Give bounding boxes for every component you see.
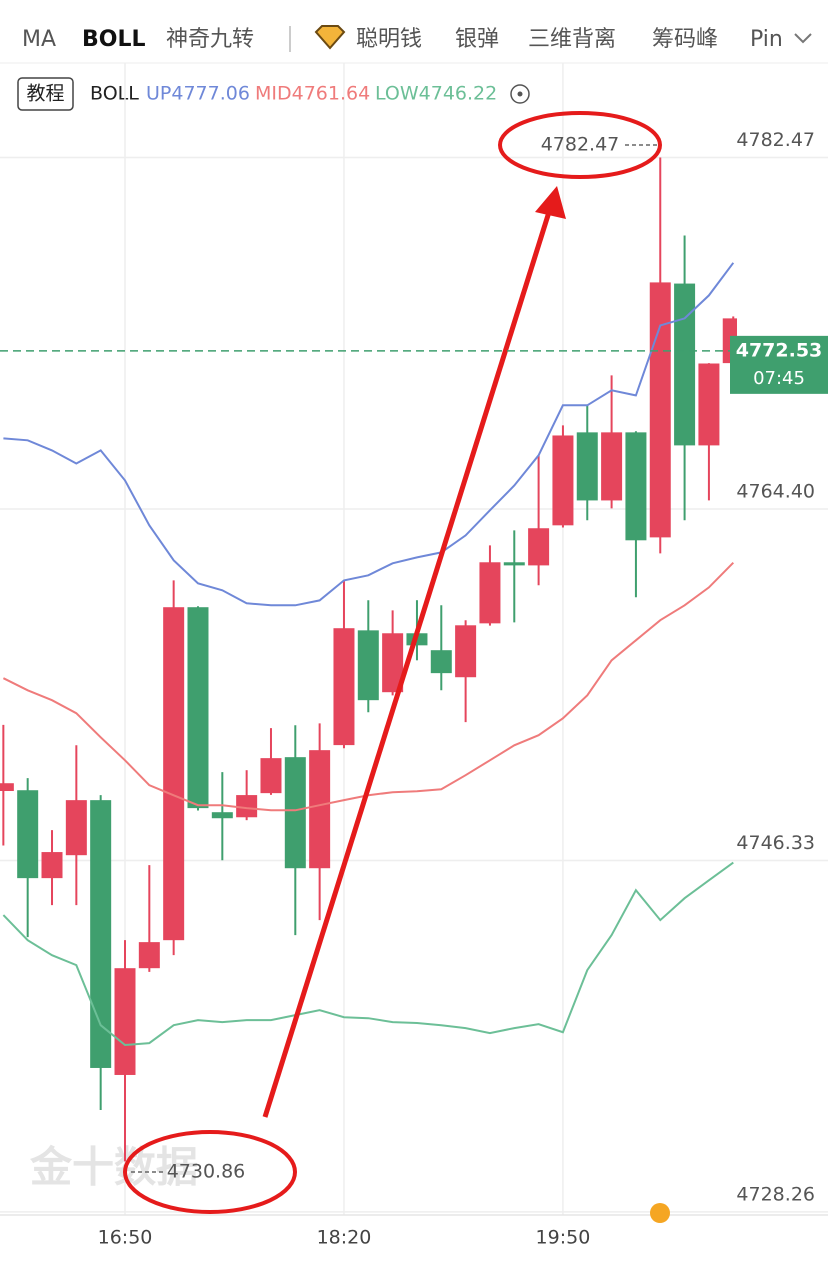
tab-bar: MA BOLL 神奇九转 聪明钱 银弹 三维背离 筹码峰 Pin (22, 25, 812, 52)
indicator-name: BOLL (90, 83, 139, 105)
countdown: 07:45 (753, 368, 805, 389)
legend-entry: UP4777.06 (146, 83, 250, 105)
arrow-shaft (262, 211, 552, 1118)
legend-entry: MID4761.64 (255, 83, 370, 105)
candle-body (503, 562, 525, 566)
tab[interactable]: 银弹 (455, 27, 499, 52)
candle-body (576, 432, 598, 501)
candle-body (236, 795, 258, 818)
candle-body (309, 750, 331, 869)
y-tick-label: 4782.47 (736, 129, 815, 151)
candle-body (528, 528, 550, 566)
candle-body (382, 633, 404, 693)
tab[interactable]: Pin (750, 27, 783, 52)
candle-body (284, 757, 306, 869)
y-tick-label: 4728.26 (736, 1183, 815, 1205)
tab[interactable]: BOLL (82, 27, 146, 52)
y-tick-label: 4746.33 (736, 832, 815, 854)
candle-body (479, 562, 501, 624)
tab[interactable]: 聪明钱 (356, 27, 422, 52)
last-price-label: 4772.53 (736, 339, 823, 361)
settings-icon-dot (517, 91, 523, 97)
candle-body (698, 363, 720, 446)
arrow-head (535, 186, 566, 219)
candle-body (187, 607, 209, 809)
watermark: 金十数据 (29, 1143, 198, 1192)
smart-money-icon (314, 25, 346, 50)
x-tick-label: 16:50 (98, 1227, 153, 1249)
candle-body (163, 607, 185, 941)
highlight-ellipse (498, 111, 662, 179)
plot-area (0, 157, 737, 1162)
candle-body (455, 625, 477, 678)
candle-body (114, 968, 136, 1075)
high-marker: 4782.47 (541, 134, 620, 156)
legend-entry: LOW4746.22 (375, 83, 497, 105)
settings-icon[interactable] (510, 84, 530, 104)
low-marker: 4730.86 (167, 1161, 246, 1183)
tab[interactable]: 三维背离 (528, 27, 616, 52)
grid: 4728.26 4746.33 4764.40 4782.47 16:50 18:20 19… (0, 63, 828, 1249)
band-line (3, 262, 735, 607)
more-tabs-chevron[interactable] (794, 33, 812, 44)
x-tick-label: 18:20 (317, 1227, 372, 1249)
highlight-ellipse (123, 1130, 297, 1214)
candle-body (552, 435, 574, 526)
y-tick-label: 4764.40 (736, 480, 815, 502)
tab[interactable]: 神奇九转 (166, 27, 254, 52)
candle-body (65, 800, 87, 856)
last-price-box (730, 335, 828, 394)
candle-body (357, 630, 379, 701)
candle-body (625, 432, 647, 541)
candle-body (41, 852, 63, 879)
candle-body (260, 758, 282, 794)
candle-body (17, 790, 39, 879)
overlay: 4782.47 4730.86 (123, 111, 670, 1223)
tab[interactable]: MA (22, 27, 56, 52)
candle-body (649, 282, 671, 538)
event-dot[interactable] (650, 1203, 670, 1223)
tutorial-label[interactable]: 教程 (26, 83, 64, 105)
candle-body (90, 800, 112, 1068)
band-line (2, 861, 734, 1047)
x-tick-label: 19:50 (536, 1227, 591, 1249)
tutorial-button[interactable] (17, 77, 74, 111)
candle-body (211, 812, 233, 819)
candle-body (674, 283, 696, 446)
candle-body (138, 942, 160, 969)
tab[interactable]: 筹码峰 (652, 27, 718, 52)
candle-body (430, 650, 452, 674)
candle-body (601, 432, 623, 501)
candle-body (333, 628, 355, 746)
candle-body (0, 783, 14, 792)
